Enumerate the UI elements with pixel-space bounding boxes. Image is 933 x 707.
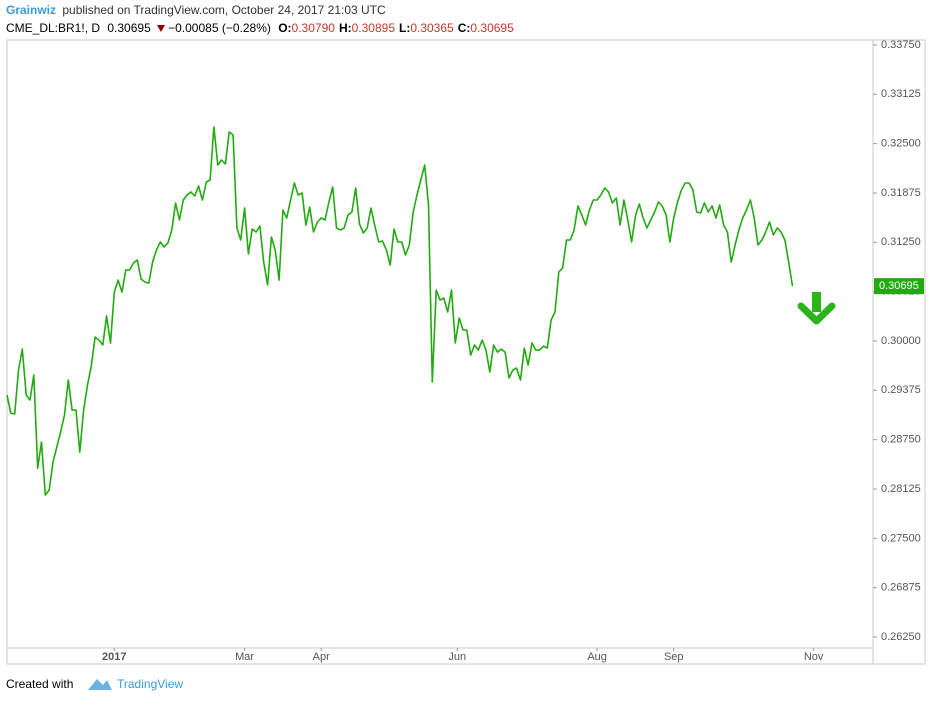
y-tick-label: 0.27500 xyxy=(881,532,921,544)
created-with: Created with xyxy=(6,677,73,691)
x-tick-label: Nov xyxy=(804,651,824,663)
y-tick-label: 0.31250 xyxy=(881,236,921,248)
x-tick-label: Aug xyxy=(587,651,607,663)
symbol-line: CME_DL:BR1!, D 0.30695 −0.00085 (−0.28%)… xyxy=(6,21,514,35)
last: 0.30695 xyxy=(107,21,151,35)
x-tick-label: Sep xyxy=(664,651,684,663)
brand[interactable]: TradingView xyxy=(117,677,183,691)
y-tick-label: 0.26875 xyxy=(881,582,921,594)
y-tick-label: 0.26250 xyxy=(881,631,921,643)
plot xyxy=(6,126,794,496)
ohlc: O:0.30790 H:0.30895 L:0.30365 C:0.30695 xyxy=(278,21,514,35)
ohlc-label: H: xyxy=(339,21,352,35)
ohlc-value: 0.30895 xyxy=(352,21,396,35)
x-tick-label: Mar xyxy=(235,651,254,663)
down-triangle xyxy=(157,25,165,32)
ohlc-value: 0.30365 xyxy=(410,21,454,35)
change: −0.00085 (−0.28%) xyxy=(168,21,271,35)
y-tick-label: 0.33750 xyxy=(881,39,921,51)
x-tick-label: Apr xyxy=(313,651,330,663)
y-tick-label: 0.28750 xyxy=(881,434,921,446)
brand-logo xyxy=(88,679,112,690)
ohlc-label: O: xyxy=(278,21,291,35)
author: Grainwiz xyxy=(6,3,56,17)
down-arrow xyxy=(797,292,836,325)
header-line: Grainwiz published on TradingView.com, O… xyxy=(6,3,386,17)
price-line xyxy=(6,126,794,496)
y-tick-label: 0.30000 xyxy=(881,335,921,347)
y-tick-label: 0.32500 xyxy=(881,138,921,150)
x-tick-label: Jun xyxy=(448,651,466,663)
y-tick-label: 0.31875 xyxy=(881,187,921,199)
published: published on TradingView.com, October 24… xyxy=(62,3,386,17)
y-tick-label: 0.29375 xyxy=(881,384,921,396)
ohlc-label: C: xyxy=(458,21,471,35)
ohlc-label: L: xyxy=(399,21,410,35)
ohlc-value: 0.30790 xyxy=(292,21,336,35)
last-price-box xyxy=(874,278,924,295)
y-tick-label: 0.33125 xyxy=(881,88,921,100)
x-tick-label: 2017 xyxy=(102,651,126,663)
ohlc-value: 0.30695 xyxy=(470,21,514,35)
last-price-label: 0.30695 xyxy=(879,280,919,292)
symbol: CME_DL:BR1!, D xyxy=(6,21,100,35)
frame xyxy=(6,39,926,665)
y-tick-label: 0.28125 xyxy=(881,483,921,495)
